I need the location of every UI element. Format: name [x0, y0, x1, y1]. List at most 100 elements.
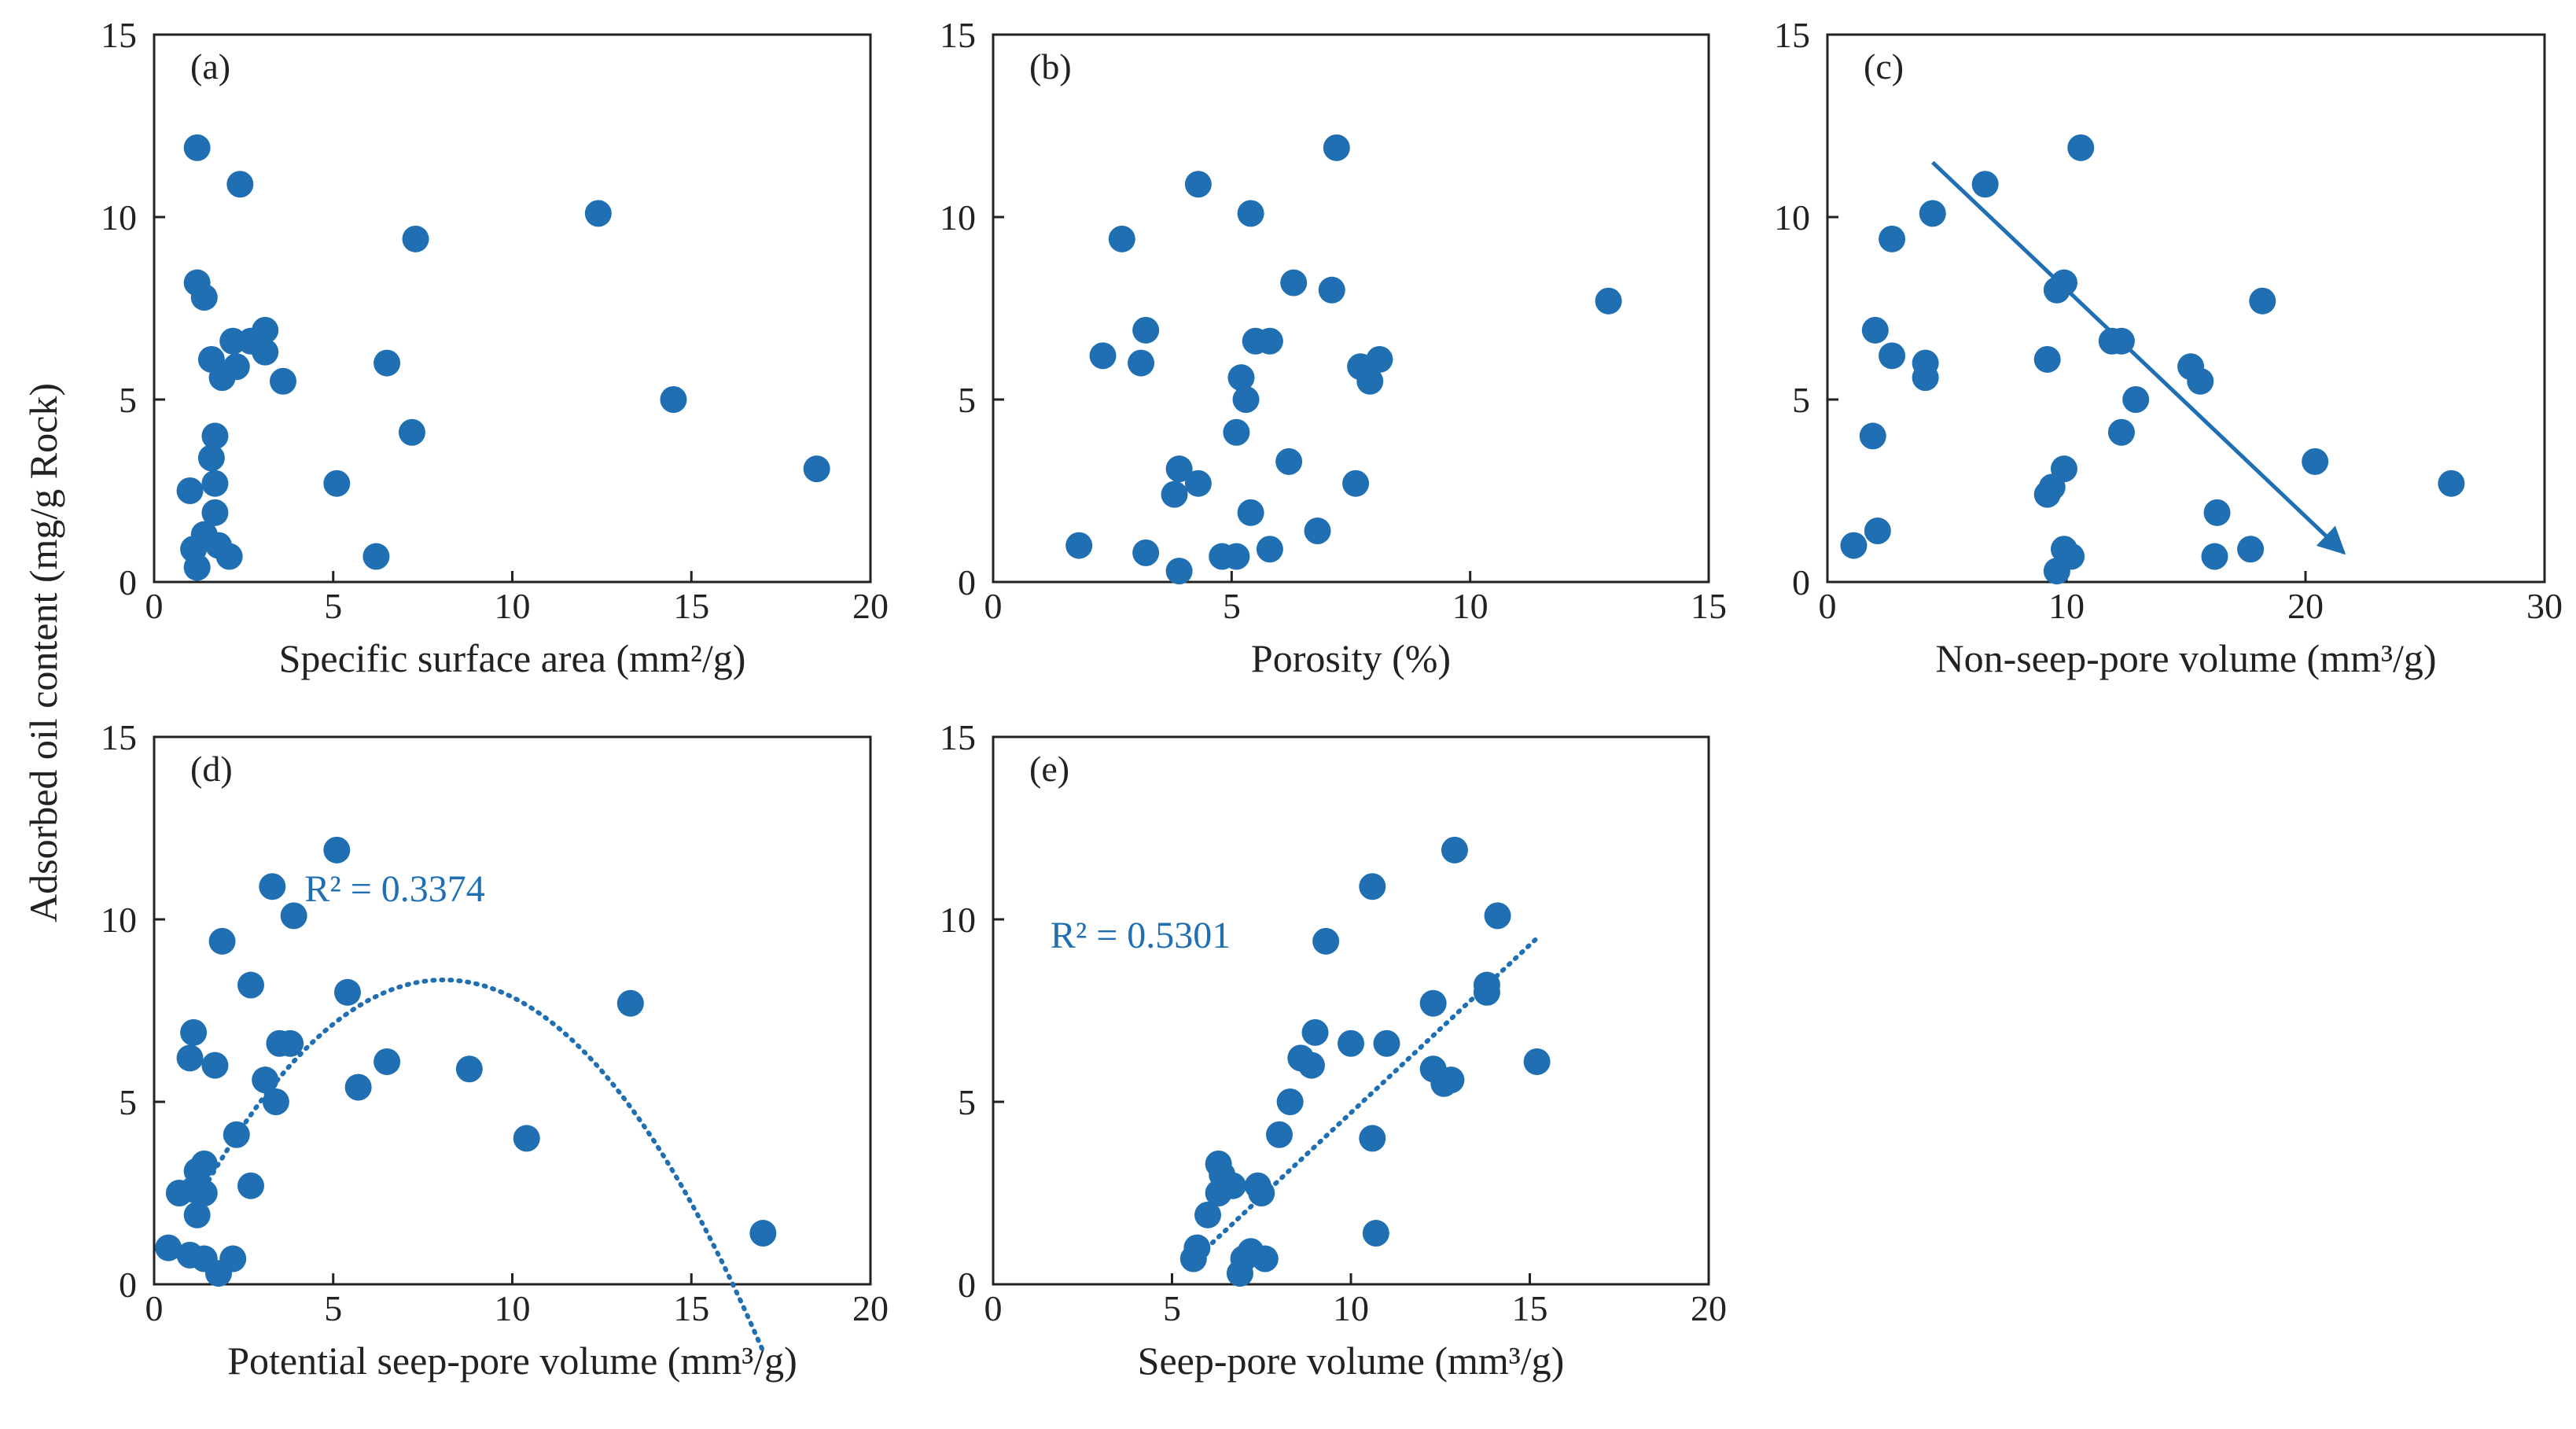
panel-a-y-tick-label: 15 [101, 15, 137, 55]
panel-d-data-point [513, 1125, 540, 1152]
panel-d-data-point [277, 1029, 304, 1057]
panel-b-data-point [1280, 269, 1308, 296]
panel-d-data-point [333, 978, 361, 1006]
panel-c-data-point [2043, 276, 2070, 304]
panel-b-x-tick-label: 5 [1223, 586, 1241, 626]
panel-d-y-tick-label: 5 [119, 1082, 137, 1122]
panel-d-data-point [208, 927, 236, 955]
panel-d-frame [153, 735, 872, 1286]
panel-c-data-point [1879, 342, 1906, 370]
panel-d-x-tick-label: 20 [852, 1288, 889, 1328]
panel-a-data-point [803, 455, 830, 483]
panel-b-data-point [1065, 532, 1093, 559]
panel-e-data-point [1362, 1220, 1389, 1247]
panel-a-data-point [252, 338, 279, 366]
panel-c-data-point [1864, 517, 1891, 545]
panel-e-y-tick-label: 5 [958, 1082, 976, 1122]
panel-e-data-point [1266, 1121, 1293, 1148]
panel-e-y-tick-label: 15 [940, 717, 976, 757]
panel-d-data-point [204, 1260, 232, 1287]
panel-b-data-point [1223, 543, 1250, 570]
panel-e-data-point [1205, 1180, 1232, 1206]
panel-c-data-point [2043, 558, 2070, 585]
panel-b-data-point [1184, 470, 1212, 497]
panel-e-data-point [1359, 873, 1386, 900]
panel-e-data-point [1373, 1029, 1400, 1057]
panel-e-r2-label: R² = 0.5301 [1051, 915, 1231, 956]
panel-b-data-point [1237, 499, 1264, 526]
panel-e-data-point [1194, 1201, 1221, 1228]
panel-b-x-tick-label: 15 [1691, 586, 1727, 626]
panel-d-x-tick-label: 5 [324, 1288, 342, 1328]
panel-d-y-tick-label: 0 [119, 1265, 137, 1305]
panel-b-x-tick-label: 10 [1452, 586, 1489, 626]
panel-d-data-point [616, 989, 644, 1017]
panel-d-data-point [323, 836, 351, 864]
shared-y-axis-label: Adsorbed oil content (mg/g Rock) [21, 383, 65, 923]
panel-d-data-point [252, 1066, 279, 1094]
panel-d-data-point [183, 1201, 211, 1228]
panel-d-x-tick-label: 10 [495, 1288, 531, 1328]
panel-c-data-point [2067, 134, 2095, 161]
panel-e-x-tick-label: 10 [1333, 1288, 1369, 1328]
panel-b-data-point [1356, 367, 1384, 395]
panel-c-frame [1826, 33, 2546, 584]
panel-d-data-point [223, 1121, 250, 1148]
panel-e-data-point [1248, 1180, 1275, 1206]
panel-a-x-tick-label: 15 [673, 586, 709, 626]
panel-a-data-point [201, 470, 229, 497]
panel-d-data-point [190, 1180, 218, 1206]
panel-d-data-point [155, 1234, 182, 1261]
panel-d-x-axis-label: Potential seep-pore volume (mm³/g) [227, 1339, 797, 1383]
panel-d-r2-label: R² = 0.3374 [304, 868, 484, 910]
panel-a-data-point [323, 470, 351, 497]
panel-b-data-point [1237, 200, 1264, 227]
panel-e-y-tick-label: 0 [958, 1265, 976, 1305]
panel-d-x-tick-label: 15 [673, 1288, 709, 1328]
panel-b-data-point [1275, 447, 1303, 475]
panel-b-data-point [1232, 386, 1260, 413]
panel-c-data-point [1919, 200, 1946, 227]
panel-a-data-point [183, 554, 211, 581]
panel-c-y-tick-label: 5 [1792, 380, 1810, 420]
panel-d: 0 5 10 15 20 0 5 10 15 Potential seep-pore volume… [101, 717, 889, 1383]
panel-c-data-point [1840, 532, 1868, 559]
panel-a-data-point [226, 171, 254, 198]
panel-c-data-point [1861, 316, 1889, 344]
panel-c-data-point [2107, 418, 2135, 446]
panel-c-data-point [2033, 481, 2061, 508]
panel-b-data-point [1595, 287, 1622, 315]
panel-d-x-tick-label: 0 [145, 1288, 164, 1328]
panel-a-data-point [201, 422, 229, 450]
panel-e-x-tick-label: 20 [1691, 1288, 1727, 1328]
panel-e-data-point [1430, 1070, 1458, 1097]
panel-b-data-point [1184, 171, 1212, 198]
panel-e-x-tick-label: 15 [1512, 1288, 1548, 1328]
panel-b-data-point [1227, 364, 1255, 392]
panel-e-data-point [1179, 1245, 1207, 1272]
panel-b-tag: (b) [1029, 46, 1072, 87]
panel-c-data-point [2187, 367, 2214, 395]
panel-c-data-point [2107, 327, 2135, 355]
panel-c-data-point [2237, 536, 2265, 563]
panel-e-x-tick-label: 0 [984, 1288, 1003, 1328]
panel-a-data-point [176, 477, 204, 504]
panel-d-data-point [259, 873, 286, 900]
panel-c-y-tick-label: 15 [1774, 15, 1810, 55]
panel-e-x-axis-label: Seep-pore volume (mm³/g) [1138, 1339, 1565, 1383]
panel-b-x-axis-label: Porosity (%) [1251, 636, 1451, 680]
panel-a-y-tick-label: 0 [119, 562, 137, 602]
panel-d-data-point [176, 1044, 204, 1072]
panel-e-data-point [1473, 978, 1500, 1006]
panel-a-x-tick-label: 20 [852, 586, 889, 626]
panel-e-frame [992, 735, 1710, 1286]
panel-c-data-point [2201, 543, 2228, 570]
panel-c-y-tick-label: 10 [1774, 197, 1810, 238]
panel-b-y-tick-label: 0 [958, 562, 976, 602]
panel-a-data-point [362, 543, 390, 570]
panel-b-data-point [1161, 481, 1188, 508]
panel-e-data-point [1523, 1048, 1551, 1075]
panel-b-data-point [1323, 134, 1350, 161]
panel-b-data-point [1223, 418, 1250, 446]
